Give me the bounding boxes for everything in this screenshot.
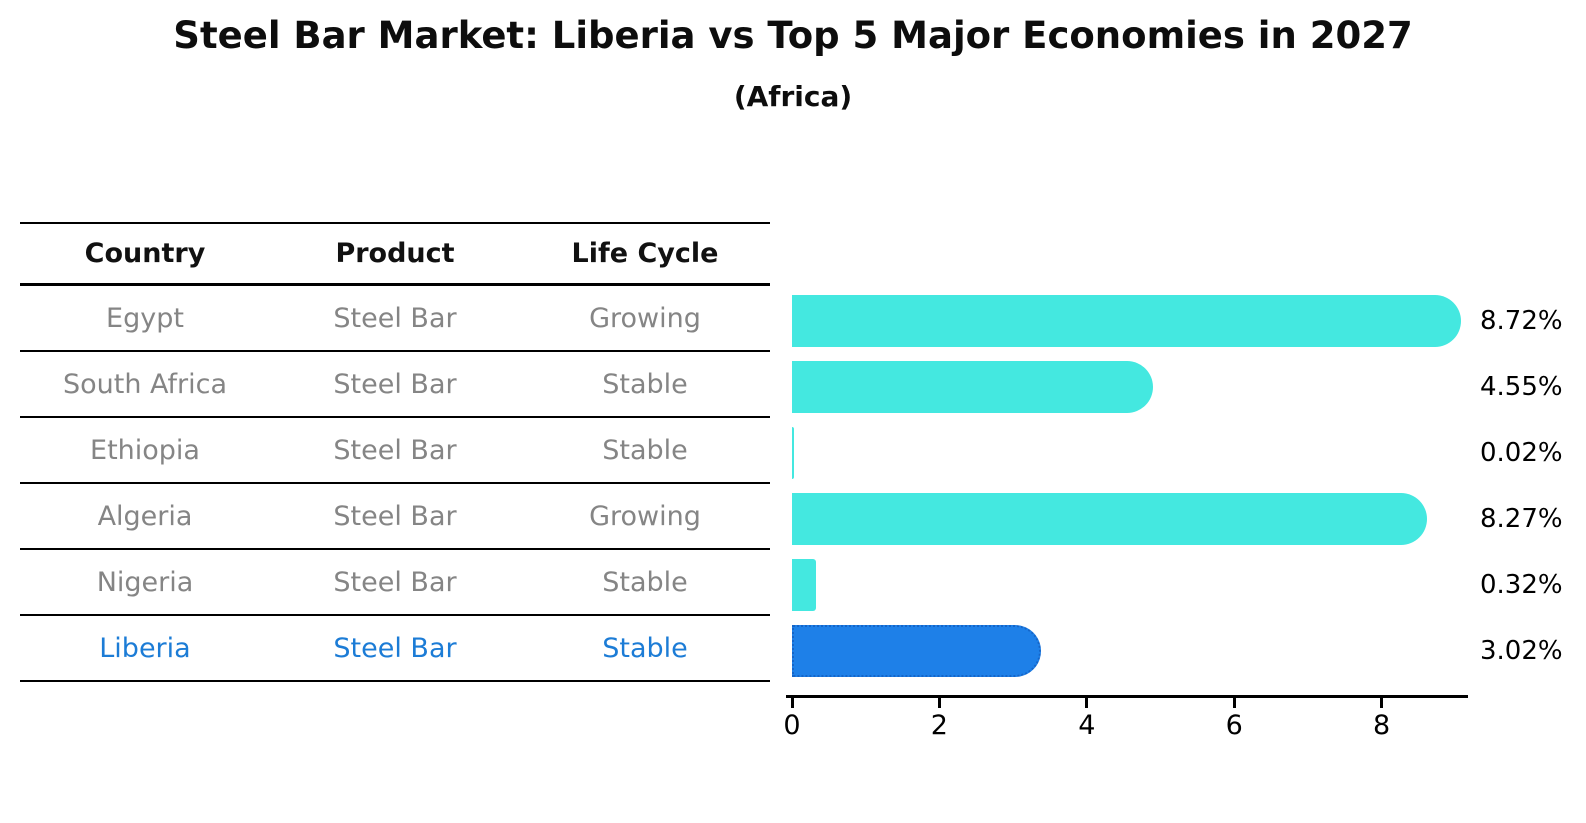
bar-value-label: 0.02% [1480, 438, 1563, 468]
table-cell-country: South Africa [62, 368, 228, 400]
table-cell-country: Liberia [99, 632, 191, 664]
table-cell-lifecycle: Stable [602, 632, 688, 664]
table-cell-product: Steel Bar [333, 566, 457, 598]
table-row: Algeria Steel Bar Growing [20, 484, 770, 550]
table-cell-product: Steel Bar [333, 500, 457, 532]
table-cell-lifecycle: Growing [589, 302, 701, 334]
table-header-lifecycle: Life Cycle [571, 238, 719, 269]
x-axis-tick [1232, 698, 1236, 708]
table-cell-lifecycle: Growing [589, 500, 701, 532]
country-table: Country Product Life Cycle Egypt Steel B… [20, 222, 770, 682]
bar-egypt [792, 295, 1461, 347]
bar-algeria [792, 493, 1428, 545]
table-row: Nigeria Steel Bar Stable [20, 550, 770, 616]
x-axis-tick [1380, 698, 1384, 708]
bar-south-africa [792, 361, 1154, 413]
table-cell-country: Nigeria [96, 566, 194, 598]
table-header-product: Product [335, 238, 455, 269]
bar-value-label: 4.55% [1480, 372, 1563, 402]
x-axis-tick [1085, 698, 1089, 708]
table-header-row: Country Product Life Cycle [20, 222, 770, 286]
table-cell-product: Steel Bar [333, 368, 457, 400]
x-axis-tick-label: 4 [1078, 710, 1096, 741]
table-cell-lifecycle: Stable [602, 434, 688, 466]
x-axis-tick [790, 698, 794, 708]
table-cell-country: Ethiopia [90, 434, 200, 466]
x-axis-tick-label: 2 [930, 710, 948, 741]
table-row: Ethiopia Steel Bar Stable [20, 418, 770, 484]
x-axis-tick-label: 6 [1225, 710, 1243, 741]
table-header-country: Country [84, 238, 206, 269]
chart-subtitle: (Africa) [733, 80, 853, 113]
bar-value-label: 8.72% [1480, 306, 1563, 336]
x-axis-tick [937, 698, 941, 708]
table-cell-product: Steel Bar [333, 302, 457, 334]
table-cell-product: Steel Bar [333, 632, 457, 664]
bar-value-label: 0.32% [1480, 570, 1563, 600]
x-axis-tick-label: 0 [783, 710, 801, 741]
table-cell-country: Egypt [106, 302, 184, 334]
bar-liberia [792, 625, 1041, 677]
bar-value-label: 3.02% [1480, 636, 1563, 666]
table-cell-lifecycle: Stable [602, 368, 688, 400]
chart-title: Steel Bar Market: Liberia vs Top 5 Major… [173, 14, 1413, 57]
bar-value-label: 8.27% [1480, 504, 1563, 534]
x-axis-tick-label: 8 [1373, 710, 1391, 741]
table-row: Egypt Steel Bar Growing [20, 286, 770, 352]
x-axis-line [786, 695, 1468, 698]
table-row: South Africa Steel Bar Stable [20, 352, 770, 418]
table-cell-country: Algeria [97, 500, 193, 532]
table-body: Egypt Steel Bar Growing South Africa Ste… [20, 286, 770, 682]
table-cell-lifecycle: Stable [602, 566, 688, 598]
bar-nigeria [792, 559, 816, 611]
table-row: Liberia Steel Bar Stable [20, 616, 770, 682]
bar-ethiopia [792, 427, 794, 479]
table-cell-product: Steel Bar [333, 434, 457, 466]
